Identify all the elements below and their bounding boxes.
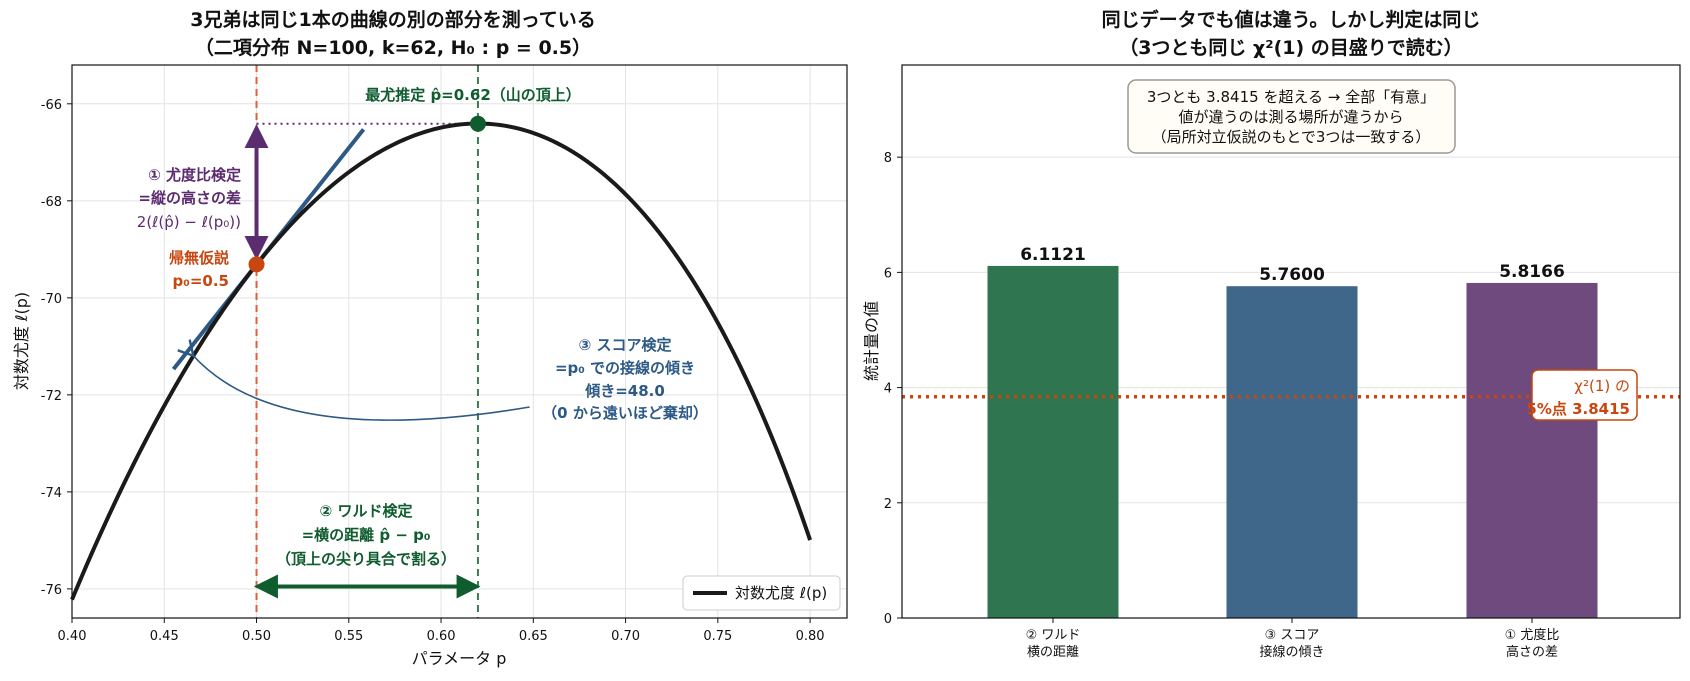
bar xyxy=(1466,282,1598,618)
left-gridlines xyxy=(71,65,847,618)
bar-value-label: 5.7600 xyxy=(1259,265,1325,285)
lr-label-line3: 2(ℓ(p̂) − ℓ(p₀)) xyxy=(137,213,241,231)
left-x-tick-label: 0.60 xyxy=(427,629,456,644)
null-label-line2: p₀=0.5 xyxy=(173,272,229,290)
info-box: 3つとも 3.8415 を超える → 全部「有意」 値が違うのは測る場所が違うか… xyxy=(1127,79,1456,154)
left-x-tick-label: 0.70 xyxy=(611,629,640,644)
left-chart-title: 3兄弟は同じ1本の曲線の別の部分を測っている xyxy=(190,8,596,31)
right-bars: 6.1121 5.7600 5.8166 xyxy=(987,245,1598,618)
right-y-tick-label: 4 xyxy=(884,382,892,397)
info-line-3: （局所対立仮説のもとで3つは一致する） xyxy=(1152,128,1431,146)
left-y-tick-label: -66 xyxy=(41,98,62,113)
null-point xyxy=(248,256,265,273)
category-label-line1: ① 尤度比 xyxy=(1505,627,1560,643)
right-chart-title: 同じデータでも値は違う。しかし判定は同じ xyxy=(1102,8,1481,31)
category-label-line1: ③ スコア xyxy=(1265,628,1320,643)
bar xyxy=(1226,286,1358,618)
threshold-label-line1: χ²(1) の xyxy=(1574,377,1630,395)
right-chart-subtitle: （3つとも同じ χ²(1) の目盛りで読む） xyxy=(1119,36,1463,59)
left-x-tick-label: 0.75 xyxy=(703,629,732,644)
right-y-tick-label: 0 xyxy=(884,612,892,627)
score-label-line2: =p₀ での接線の傾き xyxy=(555,359,695,377)
left-y-tick-label: -68 xyxy=(41,195,62,210)
left-y-tick-label: -72 xyxy=(41,389,62,404)
right-y-axis-label: 統計量の値 xyxy=(862,301,881,381)
mle-point xyxy=(469,115,486,132)
left-x-tick-label: 0.45 xyxy=(150,629,179,644)
info-line-2: 値が違うのは測る場所が違うから xyxy=(1178,108,1403,126)
info-line-1: 3つとも 3.8415 を超える → 全部「有意」 xyxy=(1147,88,1435,106)
info-box-frame xyxy=(1127,79,1456,154)
category-label-line2: 高さの差 xyxy=(1506,644,1558,660)
left-tick-labels: 0.40 0.45 0.50 0.55 0.60 0.65 0.70 0.75 0.80 -66 -… xyxy=(41,98,825,644)
category-label-line2: 横の距離 xyxy=(1027,645,1079,660)
lr-label-line2: =縦の高さの差 xyxy=(138,189,241,207)
right-y-tick-label: 6 xyxy=(884,266,892,281)
threshold-label-box xyxy=(1531,369,1638,421)
bar xyxy=(987,265,1119,618)
wald-label-line3: （頂上の尖り具合で割る） xyxy=(276,550,456,568)
score-pointer-arrow xyxy=(192,355,530,421)
score-label-line1: ③ スコア検定 xyxy=(579,336,672,354)
wald-label-line2: =横の距離 p̂ − p₀ xyxy=(302,526,431,544)
legend-label: 対数尤度 ℓ(p) xyxy=(735,584,827,602)
score-label-line4: （0 から遠いほど棄却） xyxy=(542,404,708,422)
right-panel: 同じデータでも値は違う。しかし判定は同じ （3つとも同じ χ²(1) の目盛りで… xyxy=(862,8,1681,660)
left-x-tick-label: 0.40 xyxy=(58,629,87,644)
category-label-line1: ② ワルド xyxy=(1026,628,1081,643)
left-legend: 対数尤度 ℓ(p) xyxy=(682,575,841,611)
null-label-line1: 帰無仮説 xyxy=(169,249,229,267)
left-y-tick-label: -70 xyxy=(41,292,62,307)
left-x-axis-label: パラメータ p xyxy=(412,649,507,668)
right-y-tick-label: 8 xyxy=(884,151,892,166)
mle-label: 最尤推定 p̂=0.62（山の頂上） xyxy=(365,86,581,104)
right-y-tick-label: 2 xyxy=(884,497,892,512)
category-label-line2: 接線の傾き xyxy=(1259,644,1324,660)
left-plot-frame xyxy=(71,64,848,619)
bar-value-label: 5.8166 xyxy=(1499,262,1565,282)
left-y-tick-label: -76 xyxy=(41,583,62,598)
log-likelihood-curve xyxy=(70,121,812,601)
left-x-tick-label: 0.80 xyxy=(796,629,825,644)
threshold-label-line2: 5%点 3.8415 xyxy=(1526,400,1630,418)
left-panel: 3兄弟は同じ1本の曲線の別の部分を測っている （二項分布 N=100, k=62… xyxy=(12,8,848,668)
left-y-tick-label: -74 xyxy=(41,486,62,501)
bar-value-label: 6.1121 xyxy=(1020,245,1086,265)
score-label-line3: 傾き=48.0 xyxy=(584,382,665,400)
left-chart-subtitle: （二項分布 N=100, k=62, H₀ : p = 0.5） xyxy=(195,36,591,59)
left-x-tick-label: 0.50 xyxy=(242,629,271,644)
wald-label-line1: ② ワルド検定 xyxy=(320,502,413,520)
legend-box xyxy=(682,575,841,611)
left-y-axis-label: 対数尤度 ℓ(p) xyxy=(12,292,31,390)
left-x-tick-label: 0.65 xyxy=(519,629,548,644)
right-plot-frame xyxy=(901,64,1681,619)
threshold-label: χ²(1) の 5%点 3.8415 xyxy=(1526,369,1638,421)
lr-label-line1: ① 尤度比検定 xyxy=(148,166,241,184)
left-x-tick-label: 0.55 xyxy=(334,629,363,644)
